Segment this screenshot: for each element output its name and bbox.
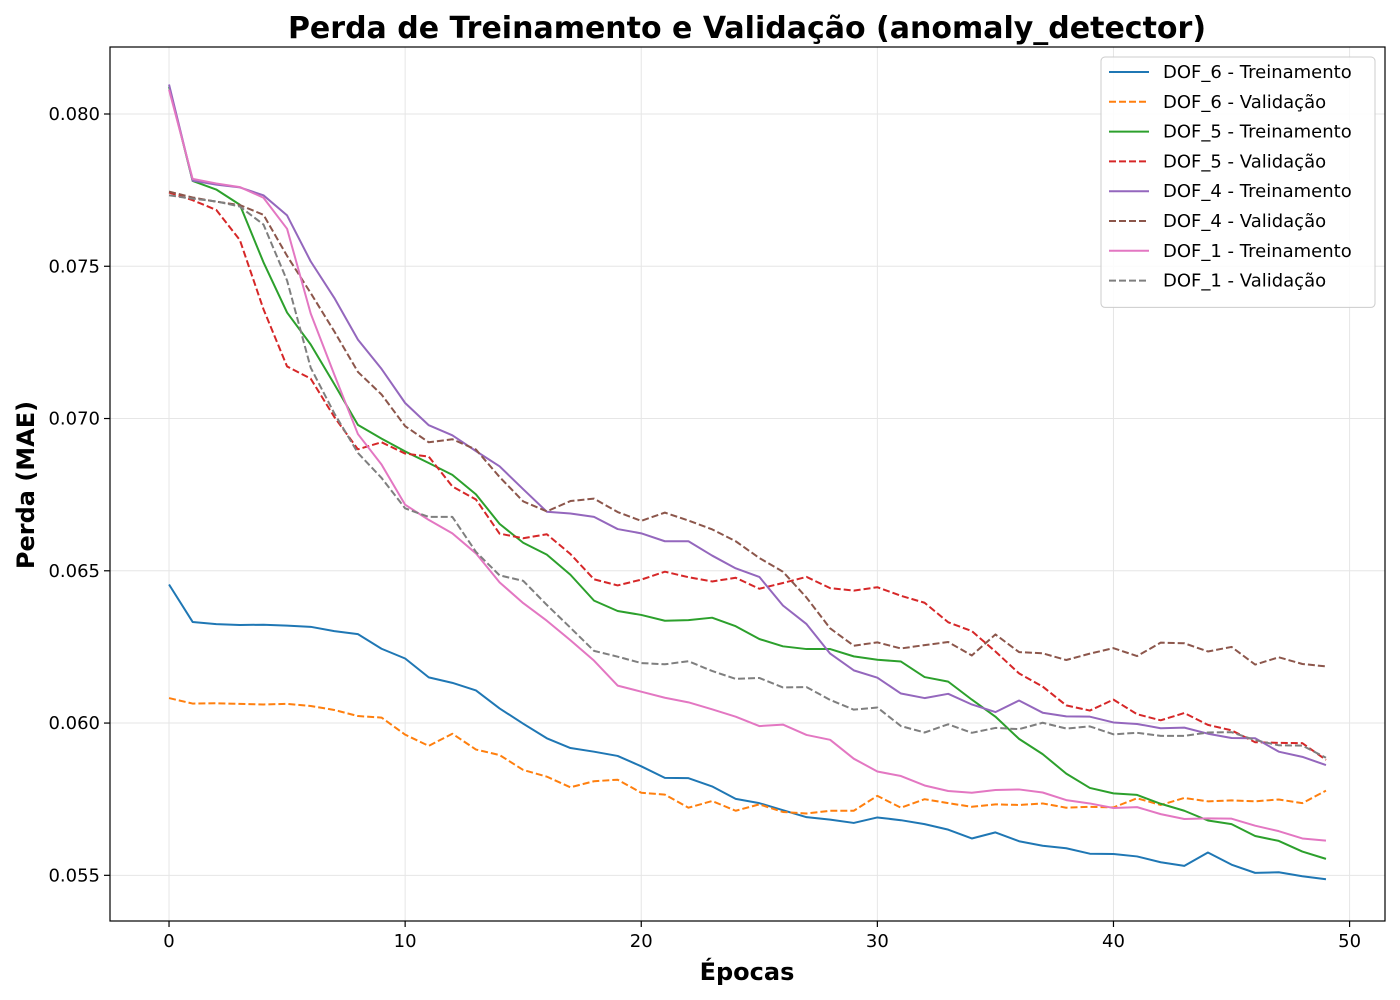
series-lines (168, 84, 1327, 881)
series-line-3 (168, 86, 1327, 860)
axis-ticks: 0 10 20 30 40 50 0.055 0.060 0.065 0.070 0.075 0.08… (48, 104, 1361, 952)
x-tick-label: 50 (1338, 931, 1361, 952)
series-line-1 (168, 583, 1327, 881)
series-line-8 (168, 194, 1327, 759)
x-tick-label: 0 (163, 931, 174, 952)
legend-label-4: DOF_5 - Validação (1163, 151, 1326, 172)
x-tick-label: 40 (1102, 931, 1125, 952)
legend-box (1100, 56, 1376, 308)
x-tick-label: 10 (394, 931, 417, 952)
legend-label-8: DOF_1 - Validação (1163, 271, 1326, 292)
legend-label-7: DOF_1 - Treinamento (1163, 241, 1352, 262)
legend-label-3: DOF_5 - Treinamento (1163, 122, 1352, 143)
y-tick-label: 0.075 (48, 256, 100, 277)
y-tick-label: 0.080 (48, 104, 100, 125)
series-line-2 (168, 697, 1327, 815)
series-line-6 (168, 190, 1327, 668)
series-line-5 (168, 84, 1327, 767)
legend-label-5: DOF_4 - Treinamento (1163, 181, 1352, 202)
chart-title: Perda de Treinamento e Validação (anomal… (288, 11, 1206, 46)
plot-frame (109, 46, 1386, 922)
legend: DOF_6 - Treinamento DOF_6 - Validação DOF_… (1100, 56, 1376, 308)
legend-label-2: DOF_6 - Validação (1163, 92, 1326, 113)
legend-label-6: DOF_4 - Validação (1163, 211, 1326, 232)
y-axis-label: Perda (MAE) (12, 401, 40, 569)
x-axis-label: Épocas (700, 957, 795, 986)
x-tick-label: 30 (866, 931, 889, 952)
y-tick-label: 0.065 (48, 561, 100, 582)
series-line-7 (168, 89, 1327, 842)
y-tick-label: 0.060 (48, 713, 100, 734)
y-tick-label: 0.055 (48, 865, 100, 886)
y-tick-label: 0.070 (48, 409, 100, 430)
series-line-4 (168, 191, 1327, 761)
x-tick-label: 20 (630, 931, 653, 952)
legend-label-1: DOF_6 - Treinamento (1163, 62, 1352, 83)
